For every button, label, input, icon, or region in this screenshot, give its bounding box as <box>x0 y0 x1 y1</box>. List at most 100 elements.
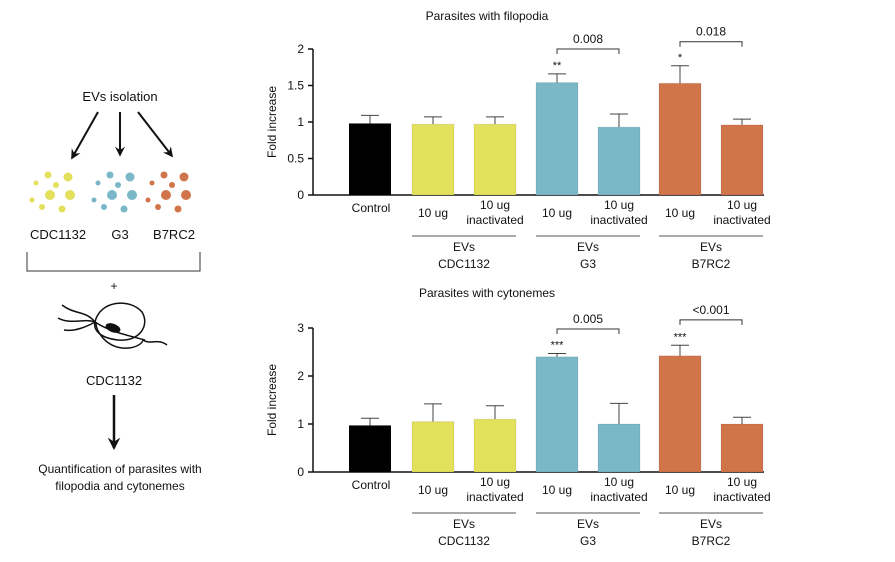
vesicle-dot <box>155 204 161 210</box>
p-value-label: 0.018 <box>696 25 726 39</box>
category-label-line: inactivated <box>590 490 647 504</box>
bar <box>597 423 641 473</box>
workflow-diagram: EVs isolation CDC1132 G3 B7RC2 + CDC1132… <box>26 89 202 493</box>
vesicle-dot <box>95 180 101 186</box>
vesicle-dot <box>58 205 66 213</box>
vesicle-dot <box>120 205 128 213</box>
category-label: Control <box>352 201 391 215</box>
arrow-icon <box>137 111 174 158</box>
isolation-label: EVs isolation <box>82 89 157 104</box>
bar <box>411 123 455 196</box>
group-label: G3 <box>580 257 596 271</box>
category-label-line: inactivated <box>466 490 523 504</box>
category-label-line: inactivated <box>713 490 770 504</box>
strain-label: G3 <box>111 227 128 242</box>
p-value-label: 0.008 <box>573 32 603 46</box>
vesicle-dot <box>29 197 35 203</box>
group-label: EVs <box>453 240 475 254</box>
comparison-bracket <box>556 48 620 54</box>
category-label: 10 ug <box>542 206 572 220</box>
category-label: 10 ug <box>665 206 695 220</box>
group-label: EVs <box>577 517 599 531</box>
category-label-line: 10 ug <box>604 475 634 489</box>
bar-chart-2: Parasites with cytonemes Fold increase 0 1 2… <box>265 286 771 548</box>
vesicle-dot <box>91 197 97 203</box>
category-label: 10 ug inactivated <box>466 475 523 504</box>
vesicle-dot <box>127 190 137 200</box>
group-label: EVs <box>700 517 722 531</box>
category-label: 10 ug inactivated <box>466 198 523 227</box>
p-value-label: <0.001 <box>692 303 729 317</box>
comparison-bracket <box>679 319 743 325</box>
vesicle-dot <box>101 204 107 210</box>
significance-stars: *** <box>674 331 688 343</box>
category-label: 10 ug inactivated <box>713 475 770 504</box>
plus-sign: + <box>110 279 117 293</box>
significance-stars: *** <box>551 339 565 351</box>
category-label-line: inactivated <box>590 213 647 227</box>
y-tick-label: 2 <box>297 42 304 56</box>
category-label-line: 10 ug <box>727 198 757 212</box>
significance-stars: ** <box>553 60 562 72</box>
bar <box>658 82 702 196</box>
vesicle-dot <box>174 205 182 213</box>
category-label: 10 ug inactivated <box>713 198 770 227</box>
group-label: EVs <box>453 517 475 531</box>
group-label: CDC1132 <box>438 257 490 271</box>
vesicle-dot <box>106 171 114 179</box>
group-label: EVs <box>700 240 722 254</box>
category-label: 10 ug inactivated <box>590 475 647 504</box>
bar <box>411 421 455 473</box>
vesicle-dot <box>107 190 117 200</box>
category-label: 10 ug <box>418 483 448 497</box>
group-label: CDC1132 <box>438 534 490 548</box>
group-label: EVs <box>577 240 599 254</box>
y-tick-label: 0.5 <box>287 152 304 166</box>
significance-stars: * <box>678 52 683 64</box>
vesicle-dot <box>33 180 39 186</box>
parasite-icon <box>57 302 168 349</box>
vesicle-dot <box>63 172 73 182</box>
y-tick-label: 1 <box>297 115 304 129</box>
bar <box>720 124 764 196</box>
y-tick-label: 3 <box>297 321 304 335</box>
result-label: filopodia and cytonemes <box>55 479 184 493</box>
y-tick-label: 0 <box>297 465 304 479</box>
category-label-line: inactivated <box>466 213 523 227</box>
bar <box>597 126 641 196</box>
y-axis-label: Fold increase <box>265 364 279 436</box>
chart-title: Parasites with cytonemes <box>419 286 555 300</box>
vesicle-dot <box>44 171 52 179</box>
p-value-label: 0.005 <box>573 312 603 326</box>
category-label: 10 ug <box>665 483 695 497</box>
bar <box>349 425 391 472</box>
arrow-icon <box>71 111 99 160</box>
group-label: G3 <box>580 534 596 548</box>
bar <box>349 123 391 195</box>
strain-label: B7RC2 <box>153 227 195 242</box>
bar <box>473 418 517 473</box>
vesicle-dot <box>145 197 151 203</box>
category-label-line: 10 ug <box>604 198 634 212</box>
y-tick-label: 0 <box>297 188 304 202</box>
comparison-bracket <box>556 328 620 334</box>
category-label: 10 ug <box>542 483 572 497</box>
bar <box>720 423 764 473</box>
chart-title: Parasites with filopodia <box>426 9 549 23</box>
group-label: B7RC2 <box>692 534 731 548</box>
parasite-label: CDC1132 <box>86 373 142 388</box>
vesicle-dot <box>181 190 191 200</box>
category-label-line: inactivated <box>713 213 770 227</box>
strain-label: CDC1132 <box>30 227 86 242</box>
vesicle-dot <box>125 172 135 182</box>
vesicle-dot <box>65 190 75 200</box>
vesicle-dot <box>169 182 175 188</box>
y-tick-label: 2 <box>297 369 304 383</box>
vesicle-dot <box>53 182 59 188</box>
y-tick-label: 1 <box>297 417 304 431</box>
y-tick-label: 1.5 <box>287 79 304 93</box>
y-axis-label: Fold increase <box>265 86 279 158</box>
group-label: B7RC2 <box>692 257 731 271</box>
category-label: 10 ug inactivated <box>590 198 647 227</box>
